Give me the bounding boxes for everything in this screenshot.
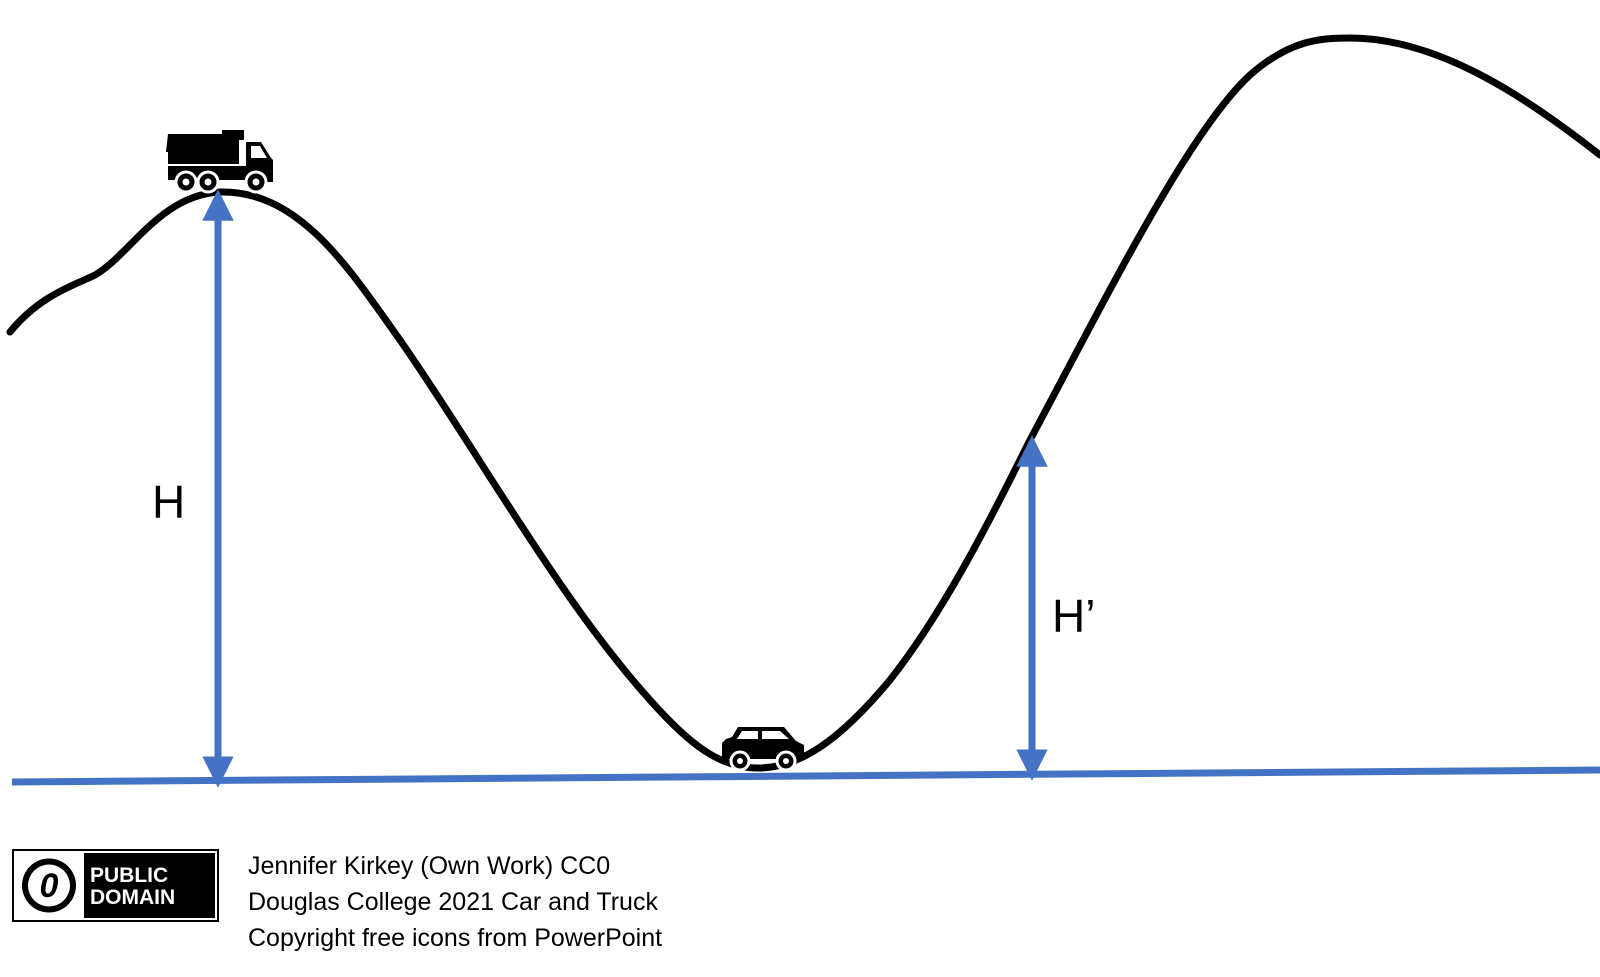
car-icon: [722, 727, 804, 772]
badge-symbol: 0: [40, 867, 59, 905]
label-h: H: [152, 476, 185, 528]
dump-truck-icon: [166, 130, 273, 194]
credit-line-icons: Copyright free icons from PowerPoint: [248, 924, 663, 952]
credit-line-author: Jennifer Kirkey (Own Work) CC0: [248, 852, 611, 880]
label-h-prime: H’: [1052, 590, 1095, 642]
ground-line: [11, 766, 1600, 786]
public-domain-badge: 0 PUBLIC DOMAIN: [12, 849, 219, 922]
credit-line-college: Douglas College 2021 Car and Truck: [248, 888, 658, 916]
badge-line1: PUBLIC: [90, 864, 168, 887]
badge-line2: DOMAIN: [90, 886, 175, 909]
credits-block: Jennifer Kirkey (Own Work) CC0 Douglas C…: [248, 848, 662, 956]
